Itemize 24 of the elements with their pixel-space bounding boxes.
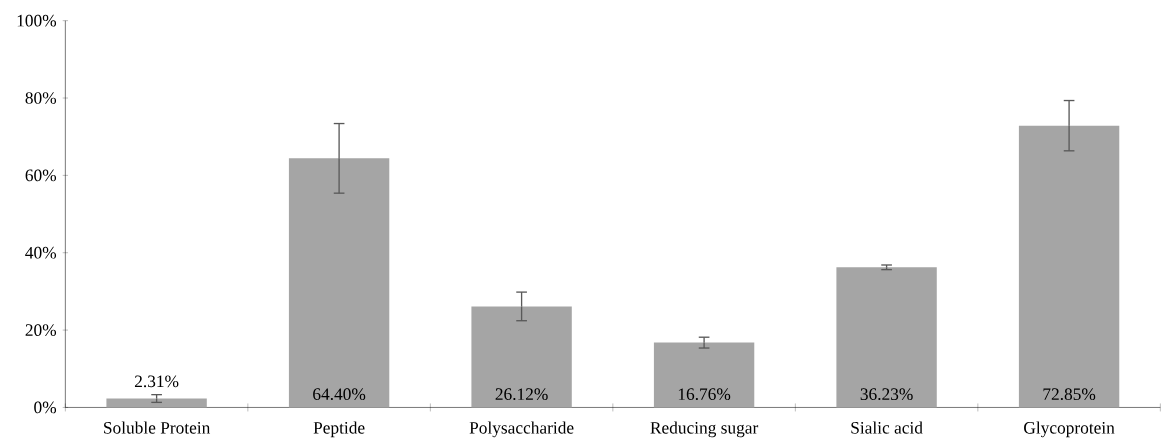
x-tick-label: Soluble Protein [104,421,211,434]
data-label: 36.23% [860,388,913,400]
data-label: 64.40% [313,388,366,400]
data-label: 16.76% [678,388,731,400]
bar [288,158,390,408]
y-tick-label: 60% [25,169,57,182]
y-tick-label: 20% [25,323,57,336]
x-tick-label: Peptide [313,421,365,437]
y-tick-label: 0% [34,401,57,414]
bar [653,342,755,408]
bar [1018,125,1120,408]
bar [836,267,937,408]
data-label: 2.31% [134,375,179,388]
x-tick-label: Sialic acid [851,421,923,434]
x-tick-label: Reducing sugar [650,421,759,438]
data-label: 72.85% [1043,388,1096,400]
y-tick-label: 80% [25,91,57,104]
y-tick-label: 100% [17,14,57,27]
bar [106,398,207,408]
x-tick-label: Polysaccharide [469,421,574,438]
data-label: 26.12% [495,388,548,400]
bar [471,306,572,408]
y-tick-label: 40% [25,246,57,259]
x-tick-label: Glycoprotein [1024,421,1115,438]
